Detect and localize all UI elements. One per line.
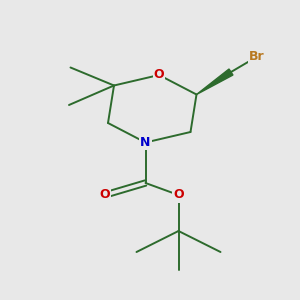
Polygon shape — [196, 69, 233, 94]
Text: N: N — [140, 136, 151, 149]
Text: O: O — [100, 188, 110, 202]
Text: Br: Br — [249, 50, 264, 64]
Text: O: O — [173, 188, 184, 202]
Text: O: O — [154, 68, 164, 82]
